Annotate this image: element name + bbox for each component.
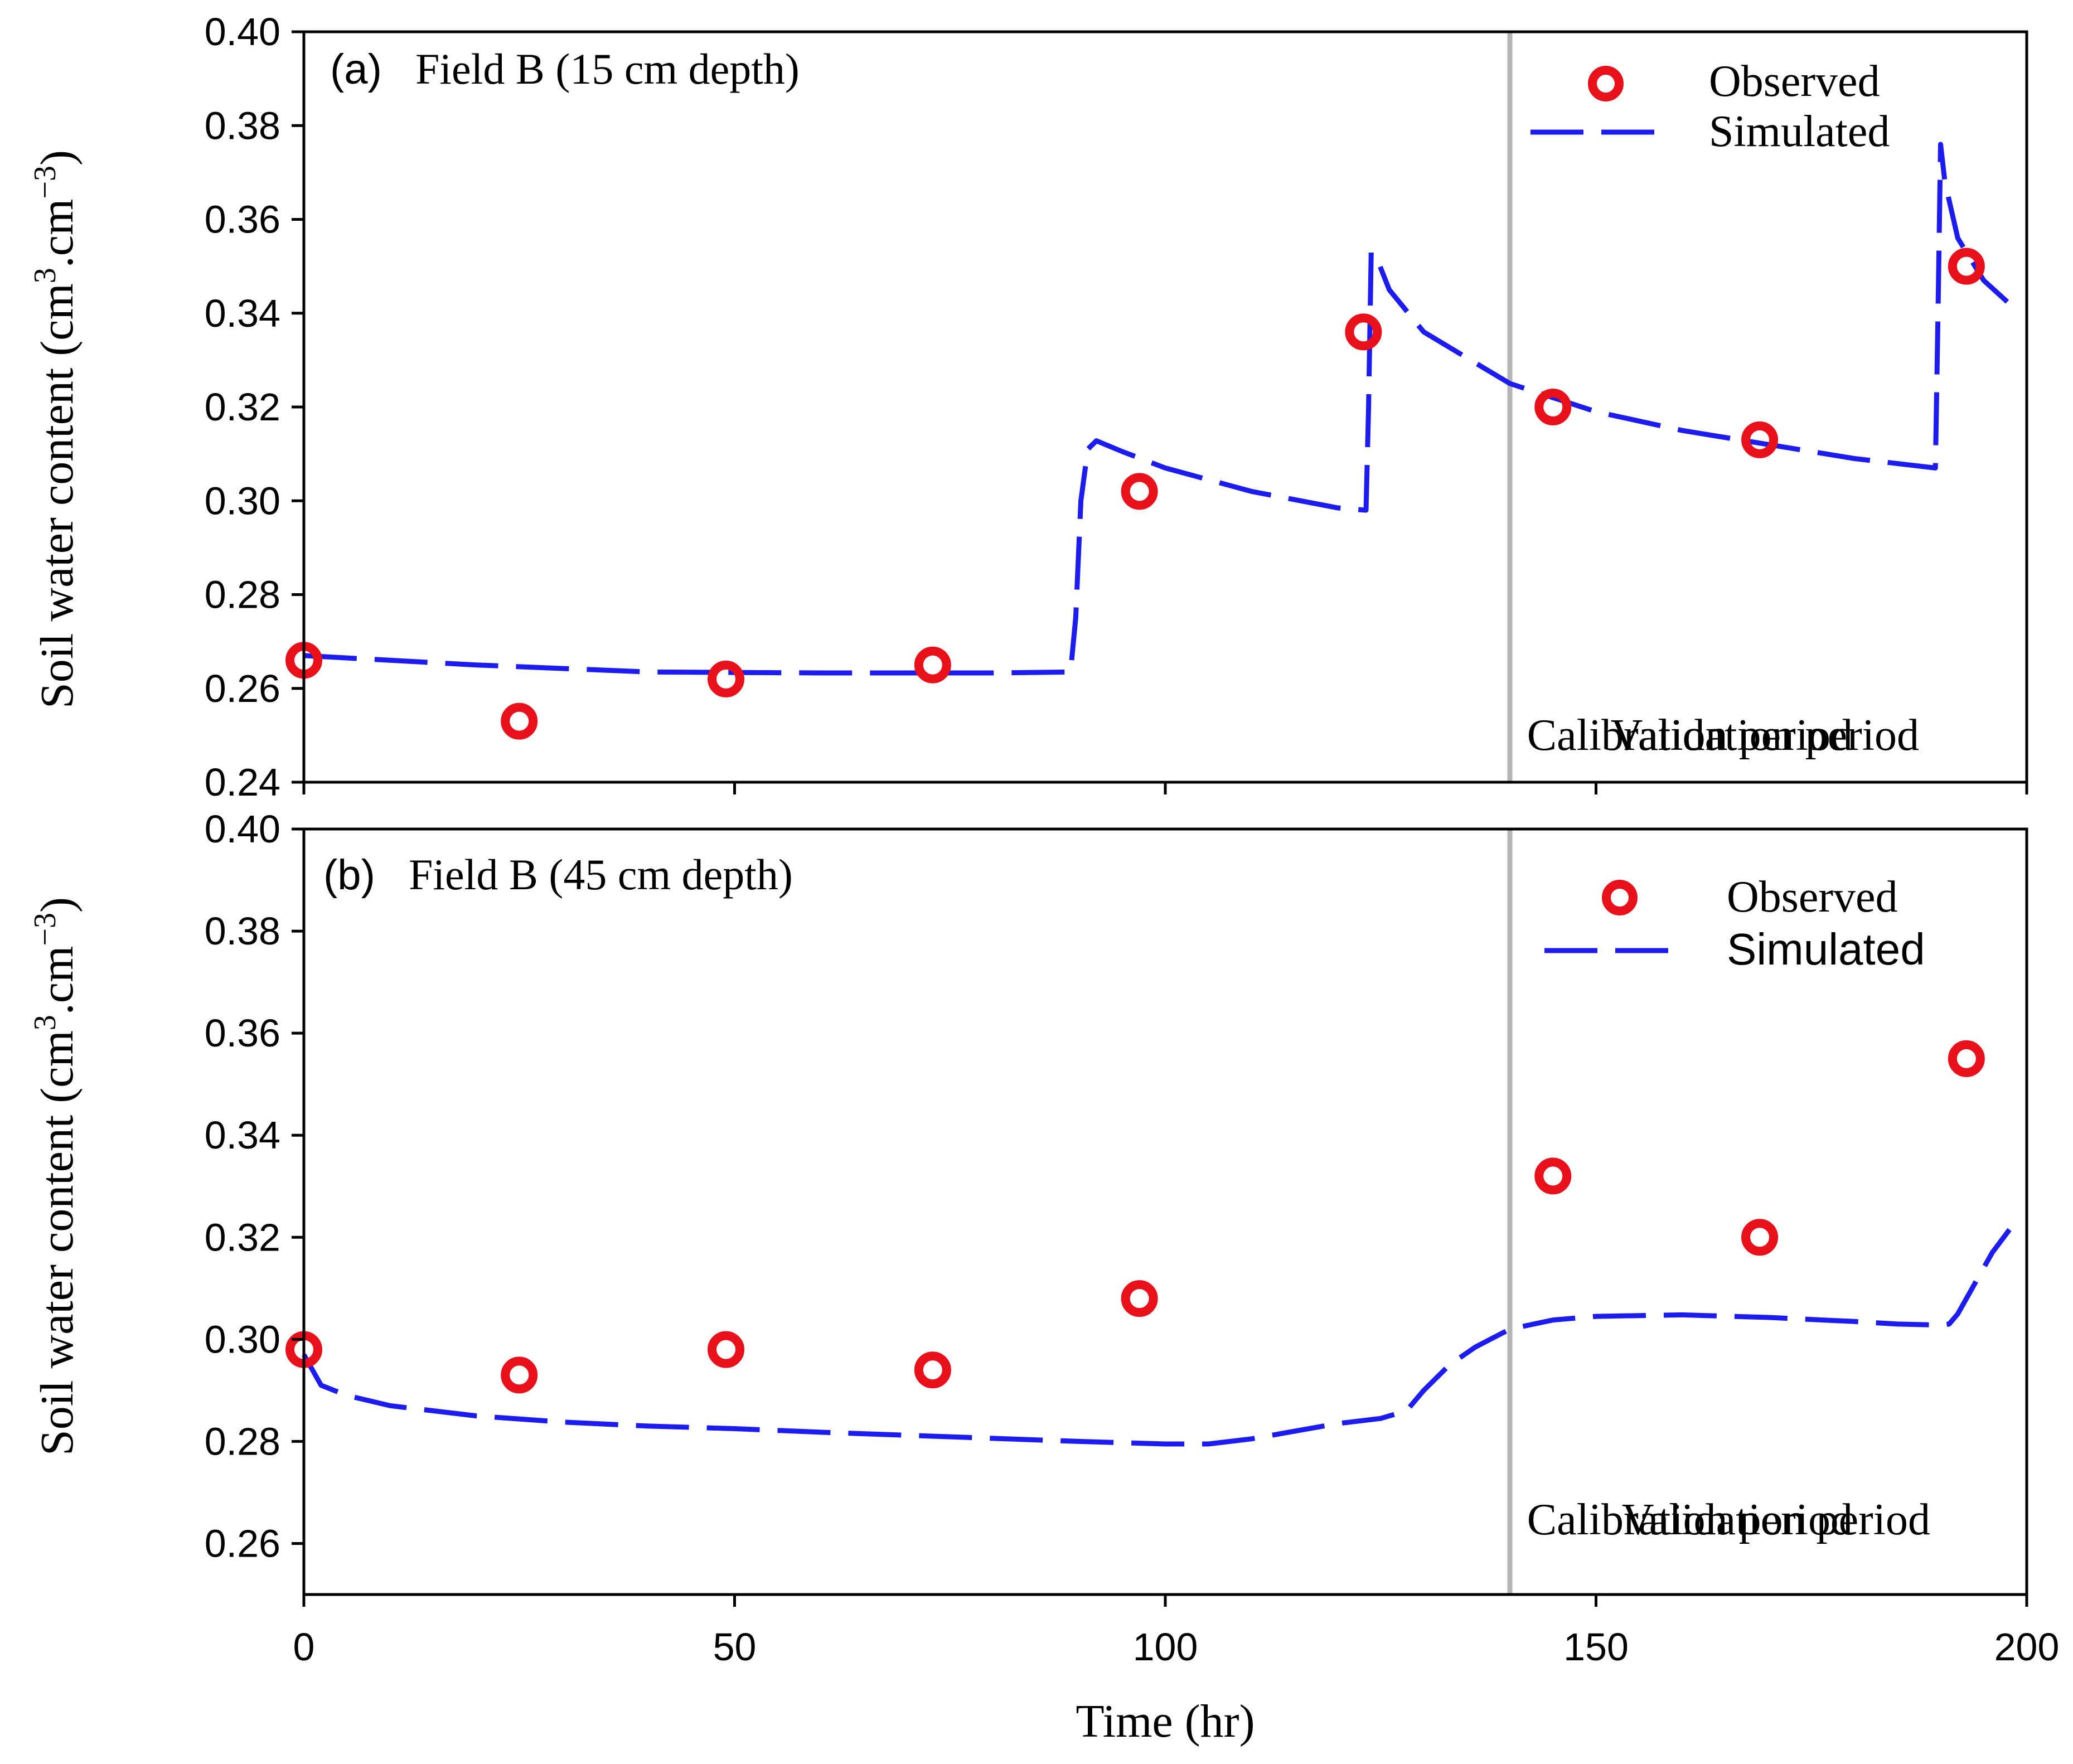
observed-point [1741, 1219, 1779, 1256]
x-axis-ticks: 0 50 100 150 200 [293, 1595, 2060, 1669]
y-axis-label-mid: .cm [31, 199, 83, 268]
simulated-series [303, 142, 2012, 676]
panel-title: Field B (45 cm depth) [409, 850, 793, 899]
y-tick-label: 0.40 [205, 807, 280, 851]
observed-point [1121, 473, 1158, 510]
y-tick-label: 0.36 [205, 198, 280, 241]
calibration-period-label: Calibration period [1527, 1495, 1853, 1544]
x-axis-label: Time (hr) [1076, 1695, 1255, 1747]
observed-point [1534, 1157, 1572, 1195]
observed-point [1345, 313, 1382, 351]
legend-observed-marker [1602, 880, 1638, 915]
simulated-series [302, 1228, 2012, 1447]
simulated-line [302, 1228, 2012, 1447]
y-axis-label-sup-neg3: −3 [28, 166, 62, 199]
panel-title: Field B (15 cm depth) [415, 45, 800, 93]
validation-period-label: Validation period [1622, 1495, 1930, 1544]
observed-point [1534, 389, 1572, 425]
simulated-line [303, 142, 2012, 676]
observed-point [501, 702, 538, 740]
panel-a: 0.24 0.26 0.28 0.30 0.32 0.34 0.36 0.38 0.40 (a)… [28, 10, 2028, 804]
y-tick-label: 0.26 [205, 667, 280, 710]
legend-observed-marker [1588, 66, 1624, 101]
legend-simulated-label: Simulated [1727, 924, 1925, 974]
y-tick-label: 0.38 [205, 909, 280, 953]
legend: Observed Simulated [1544, 873, 1925, 974]
panel-label: (b) [323, 851, 375, 899]
y-axis-label: Soil water content (cm3.cm−3) [28, 897, 83, 1456]
x-tick-label: 150 [1563, 1625, 1629, 1669]
observed-point [1121, 1280, 1158, 1317]
y-tick-label: 0.26 [205, 1521, 280, 1565]
y-axis-label-mid: .cm [31, 946, 83, 1015]
observed-point [914, 646, 951, 684]
observed-point [708, 660, 745, 697]
calibration-period-label: Calibration period [1527, 711, 1853, 760]
y-tick-label: 0.24 [205, 760, 280, 804]
y-tick-label: 0.34 [205, 292, 280, 335]
legend-observed-label: Observed [1727, 873, 1898, 922]
y-axis-label: Soil water content (cm3.cm−3) [28, 150, 83, 709]
panel-label: (a) [330, 46, 382, 93]
y-tick-label: 0.40 [205, 10, 280, 54]
x-tick-label: 50 [713, 1625, 757, 1669]
y-axis-label-close: ) [31, 897, 83, 913]
x-tick-label: 200 [1994, 1625, 2060, 1669]
observed-series [285, 248, 1985, 740]
y-tick-label: 0.30 [205, 479, 280, 522]
x-axis-ticks [302, 782, 2028, 794]
y-axis-label-text: Soil water content (cm [31, 1030, 83, 1456]
y-tick-label: 0.36 [205, 1011, 280, 1055]
y-axis-label-sup-3: 3 [28, 268, 62, 283]
observed-point [1741, 421, 1779, 458]
observed-point [708, 1331, 745, 1368]
validation-period-label: Validation period [1611, 711, 1919, 760]
y-axis-label-sup-3: 3 [28, 1015, 62, 1030]
y-axis-label-sup-neg3: −3 [28, 913, 62, 946]
legend-simulated-label: Simulated [1709, 107, 1890, 156]
y-axis-ticks: 0.24 0.26 0.28 0.30 0.32 0.34 0.36 0.38 0.40 [205, 10, 304, 804]
y-tick-label: 0.32 [205, 1215, 280, 1259]
legend-observed-label: Observed [1709, 57, 1880, 106]
legend: Observed Simulated [1530, 57, 1890, 156]
y-tick-label: 0.30 [205, 1317, 280, 1361]
panel-b: 0.26 0.28 0.30 0.32 0.34 0.36 0.38 0.40 0 50 100 1… [28, 807, 2059, 1747]
y-tick-label: 0.34 [205, 1113, 280, 1157]
y-tick-label: 0.28 [205, 1419, 280, 1463]
y-axis-label-text: Soil water content (cm [31, 283, 83, 709]
y-axis-ticks: 0.26 0.28 0.30 0.32 0.34 0.36 0.38 0.40 [205, 807, 304, 1565]
x-tick-label: 0 [293, 1625, 315, 1669]
observed-point [501, 1356, 538, 1394]
x-tick-label: 100 [1133, 1625, 1198, 1669]
y-tick-label: 0.28 [205, 573, 280, 617]
observed-point [1948, 248, 1985, 285]
y-tick-label: 0.38 [205, 104, 280, 147]
observed-point [914, 1351, 951, 1389]
observed-point [1948, 1040, 1985, 1077]
y-tick-label: 0.32 [205, 385, 280, 429]
observed-series [285, 1040, 1985, 1394]
y-axis-label-close: ) [31, 150, 83, 166]
